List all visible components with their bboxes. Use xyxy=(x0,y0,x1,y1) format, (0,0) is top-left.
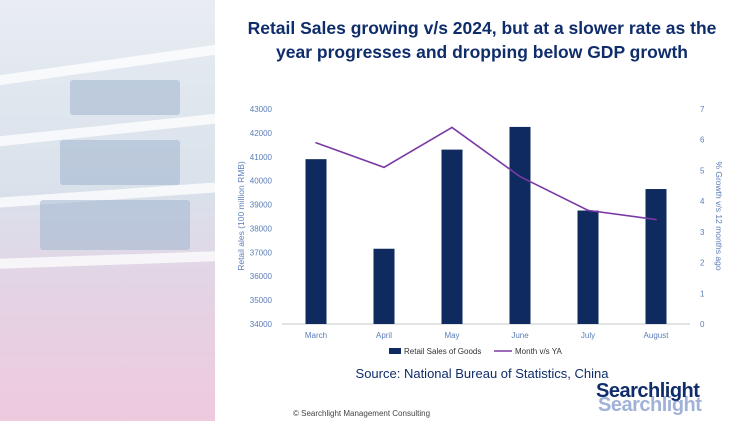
left-tick-label: 39000 xyxy=(250,201,273,210)
left-tick-label: 43000 xyxy=(250,105,273,114)
legend-bar-swatch xyxy=(389,348,401,354)
growth-point-july xyxy=(587,209,589,212)
title-line-1: Retail Sales growing v/s 2024, but at a … xyxy=(247,18,717,38)
supermarket-photo xyxy=(0,0,215,421)
growth-point-august xyxy=(655,218,657,221)
growth-line xyxy=(315,126,657,221)
bar-august xyxy=(645,189,667,324)
logo-reflection: Searchlight xyxy=(598,394,702,416)
left-tick-label: 37000 xyxy=(250,248,273,257)
right-tick-label: 1 xyxy=(700,289,705,298)
right-tick-label: 3 xyxy=(700,228,705,237)
legend-line-label: Month v/s YA xyxy=(515,347,563,356)
growth-point-may xyxy=(451,126,453,129)
category-label: June xyxy=(511,331,529,340)
left-tick-label: 35000 xyxy=(250,296,273,305)
bar-july xyxy=(577,210,599,324)
category-labels: March April May June July August xyxy=(305,331,669,340)
bar-june xyxy=(509,126,531,325)
category-label: August xyxy=(644,331,670,340)
bar-series xyxy=(305,126,667,325)
left-tick-label: 42000 xyxy=(250,129,273,138)
line-series xyxy=(315,126,657,221)
right-tick-label: 5 xyxy=(700,166,705,175)
category-label: March xyxy=(305,331,327,340)
left-axis-label: Retail ales (100 million RMB) xyxy=(236,161,246,271)
legend: Retail Sales of Goods Month v/s YA xyxy=(389,347,563,356)
growth-point-april xyxy=(383,166,385,169)
right-axis-label: % Growth v/s 12 months ago xyxy=(714,161,724,270)
left-tick-label: 38000 xyxy=(250,224,273,233)
growth-point-june xyxy=(519,175,521,178)
source-note: Source: National Bureau of Statistics, C… xyxy=(355,366,609,381)
left-tick-label: 40000 xyxy=(250,177,273,186)
right-tick-label: 7 xyxy=(700,105,705,114)
chart-title: Retail Sales growing v/s 2024, but at a … xyxy=(222,16,742,64)
title-line-2: year progresses and dropping below GDP g… xyxy=(276,42,688,62)
left-axis-ticks: 34000 35000 36000 37000 38000 39000 40000 41000… xyxy=(250,105,273,329)
left-tick-label: 34000 xyxy=(250,320,273,329)
copyright-note: © Searchlight Management Consulting xyxy=(293,409,431,418)
legend-bar-label: Retail Sales of Goods xyxy=(404,347,481,356)
searchlight-logo: Searchlight Searchlight xyxy=(596,380,736,416)
left-tick-label: 36000 xyxy=(250,272,273,281)
category-label: July xyxy=(581,331,595,340)
right-tick-label: 0 xyxy=(700,320,705,329)
logo-text: Searchlight xyxy=(596,380,700,402)
right-tick-label: 4 xyxy=(700,197,705,206)
category-label: April xyxy=(376,331,392,340)
bar-april xyxy=(373,248,395,324)
bar-may xyxy=(441,149,463,324)
growth-point-march xyxy=(315,141,317,144)
right-tick-label: 2 xyxy=(700,259,705,268)
right-axis-ticks: 0 1 2 3 4 5 6 7 xyxy=(700,105,705,329)
bar-march xyxy=(305,159,327,324)
right-tick-label: 6 xyxy=(700,136,705,145)
left-tick-label: 41000 xyxy=(250,153,273,162)
category-label: May xyxy=(444,331,459,340)
